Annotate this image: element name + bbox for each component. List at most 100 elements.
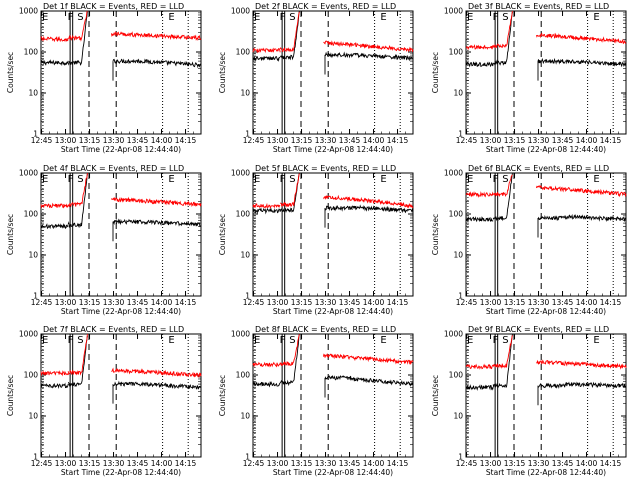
event-marker-s: S xyxy=(289,12,295,23)
y-tick-label: 1 xyxy=(245,292,250,301)
plot-frame xyxy=(40,172,202,297)
y-axis-label: Counts/sec xyxy=(218,214,227,255)
lld-series-line xyxy=(279,173,300,208)
x-tick-label: 13:15 xyxy=(79,459,101,468)
events-series-line xyxy=(252,381,281,388)
events-series-line xyxy=(279,333,300,387)
x-tick-label: 14:15 xyxy=(600,298,622,307)
event-marker-f: F xyxy=(68,335,74,346)
x-tick-label: 13:15 xyxy=(504,459,526,468)
x-tick-label: 14:15 xyxy=(175,136,197,145)
y-axis-label: Counts/sec xyxy=(218,375,227,416)
event-marker-f: F xyxy=(280,174,286,185)
x-tick-label: 14:00 xyxy=(151,459,173,468)
y-tick-label: 1000 xyxy=(19,7,38,16)
plot-frame xyxy=(465,333,627,458)
x-tick-label: 13:00 xyxy=(480,298,502,307)
lld-series-line xyxy=(40,35,69,43)
y-tick-label: 100 xyxy=(449,210,464,219)
y-tick-label: 1000 xyxy=(231,330,250,339)
x-tick-label: 12:45 xyxy=(456,298,478,307)
x-tick-label: 14:15 xyxy=(387,459,409,468)
y-tick-label: 10 xyxy=(453,412,463,421)
x-tick-label: 13:00 xyxy=(267,298,289,307)
x-tick-label: 13:15 xyxy=(504,136,526,145)
x-axis-label: Start Time (22-Apr-08 12:44:40) xyxy=(61,468,181,477)
events-series-line xyxy=(465,216,494,223)
event-marker-e: E xyxy=(168,335,174,346)
lld-series-line xyxy=(322,353,414,365)
events-series-line xyxy=(252,207,281,215)
lld-series-line xyxy=(67,333,88,376)
events-series-line xyxy=(351,376,414,387)
x-tick-label: 14:15 xyxy=(600,459,622,468)
x-tick-label: 13:15 xyxy=(504,298,526,307)
event-marker-e: E xyxy=(254,335,260,346)
y-tick-label: 100 xyxy=(236,48,251,57)
x-tick-label: 13:45 xyxy=(339,459,361,468)
x-axis-label: Start Time (22-Apr-08 12:44:40) xyxy=(273,145,393,154)
y-tick-label: 1 xyxy=(33,130,38,139)
events-series-line xyxy=(465,384,494,391)
x-tick-label: 14:00 xyxy=(363,298,385,307)
panel-title: Det 3f BLACK = Events, RED = LLD xyxy=(468,2,609,11)
lld-series-line xyxy=(111,367,202,379)
lld-series-line xyxy=(252,202,281,209)
y-axis-label: Counts/sec xyxy=(431,52,440,93)
event-marker-s: S xyxy=(77,335,83,346)
y-tick-label: 1000 xyxy=(444,330,463,339)
x-tick-label: 13:00 xyxy=(267,136,289,145)
x-tick-label: 13:45 xyxy=(552,459,574,468)
x-tick-label: 13:30 xyxy=(315,298,337,307)
plot-frame xyxy=(252,10,414,135)
event-marker-e: E xyxy=(593,174,599,185)
events-series-line xyxy=(40,382,69,389)
x-tick-label: 13:15 xyxy=(291,298,313,307)
lld-series-line xyxy=(40,202,69,209)
x-tick-label: 12:45 xyxy=(31,459,53,468)
x-tick-label: 14:00 xyxy=(363,136,385,145)
event-marker-f: F xyxy=(68,174,74,185)
x-tick-label: 13:45 xyxy=(127,459,149,468)
x-tick-label: 13:45 xyxy=(552,136,574,145)
events-series-line xyxy=(67,172,88,228)
event-marker-e: E xyxy=(467,174,473,185)
event-marker-e: E xyxy=(380,335,386,346)
x-tick-label: 13:15 xyxy=(79,298,101,307)
event-marker-s: S xyxy=(289,335,295,346)
lld-series-line xyxy=(465,363,494,370)
panel-title: Det 6f BLACK = Events, RED = LLD xyxy=(468,164,609,173)
y-axis-label: Counts/sec xyxy=(431,375,440,416)
y-tick-label: 10 xyxy=(240,251,250,260)
lld-series-line xyxy=(252,361,281,368)
event-marker-e: E xyxy=(467,12,473,23)
lld-series-line xyxy=(323,40,414,53)
lld-series-line xyxy=(279,334,300,367)
x-tick-label: 13:15 xyxy=(291,459,313,468)
x-tick-label: 13:30 xyxy=(528,136,550,145)
event-marker-e: E xyxy=(380,12,386,23)
x-axis-label: Start Time (22-Apr-08 12:44:40) xyxy=(486,307,606,316)
plot-frame xyxy=(40,333,202,458)
x-tick-label: 13:00 xyxy=(480,459,502,468)
lld-series-line xyxy=(535,32,627,45)
y-tick-label: 10 xyxy=(28,251,38,260)
x-axis-label: Start Time (22-Apr-08 12:44:40) xyxy=(486,468,606,477)
y-tick-label: 10 xyxy=(453,89,463,98)
event-marker-s: S xyxy=(502,12,508,23)
lld-series-line xyxy=(323,194,414,209)
y-axis-label: Counts/sec xyxy=(6,214,15,255)
event-marker-f: F xyxy=(68,12,74,23)
plot-frame xyxy=(40,10,202,135)
y-tick-label: 100 xyxy=(449,48,464,57)
x-tick-label: 13:45 xyxy=(339,136,361,145)
x-tick-label: 13:45 xyxy=(552,298,574,307)
lld-series-line xyxy=(68,10,88,42)
lld-series-line xyxy=(279,11,300,53)
x-tick-label: 13:00 xyxy=(55,136,77,145)
